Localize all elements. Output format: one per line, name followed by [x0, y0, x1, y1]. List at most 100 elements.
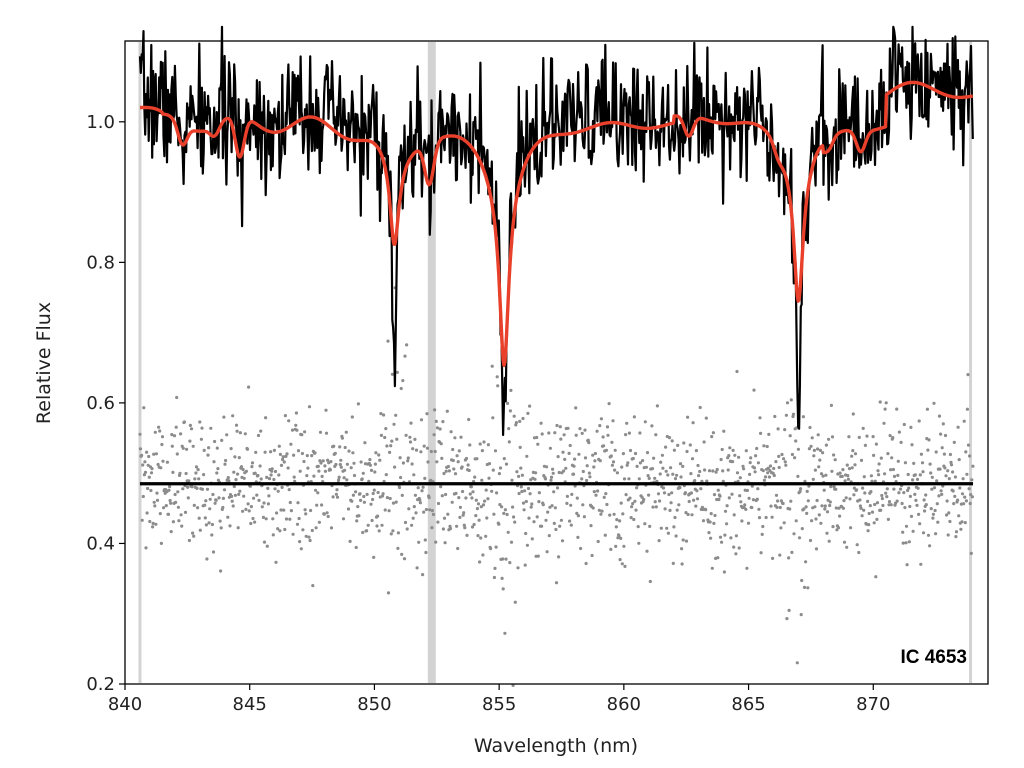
residual-point	[940, 446, 944, 450]
residual-point	[510, 478, 514, 482]
residual-point	[815, 498, 819, 503]
residual-point	[932, 401, 936, 405]
residual-point	[753, 470, 757, 474]
residual-point	[620, 562, 624, 566]
residual-point	[638, 431, 642, 435]
residual-point	[170, 444, 174, 448]
residual-point	[625, 421, 629, 425]
residual-point	[558, 524, 562, 528]
residual-point	[526, 486, 531, 491]
residual-point	[904, 524, 909, 528]
residual-point	[702, 440, 706, 444]
residual-point	[384, 427, 388, 431]
residual-point	[326, 514, 330, 519]
residual-point	[294, 411, 298, 415]
residual-point	[177, 519, 181, 523]
residual-point	[624, 433, 628, 437]
residual-point	[176, 490, 180, 494]
residual-point	[846, 474, 850, 478]
residual-point	[369, 468, 374, 472]
residual-point	[859, 458, 864, 462]
residual-point	[958, 486, 962, 490]
residual-point	[782, 521, 786, 525]
residual-point	[934, 532, 938, 536]
residual-point	[394, 413, 398, 417]
residual-point	[345, 462, 349, 466]
residual-point	[372, 555, 376, 560]
residual-point	[537, 491, 542, 495]
residual-point	[361, 471, 365, 475]
residual-point	[953, 475, 958, 479]
residual-point	[710, 435, 714, 439]
residual-point	[453, 436, 457, 440]
residual-point	[630, 505, 634, 509]
residual-point	[495, 375, 499, 379]
residual-point	[180, 524, 184, 528]
residual-point	[658, 472, 662, 476]
residual-point	[555, 486, 560, 490]
masked-regions	[138, 42, 973, 683]
residual-point	[319, 461, 323, 465]
residual-point	[944, 474, 948, 478]
residual-point	[841, 506, 846, 510]
residual-point	[733, 453, 737, 457]
residual-point	[419, 418, 424, 422]
residual-point	[961, 477, 965, 481]
residual-point	[823, 507, 827, 511]
residual-point	[666, 531, 671, 535]
residual-point	[925, 407, 930, 411]
residual-point	[305, 454, 309, 458]
residual-point	[946, 469, 950, 473]
residual-point	[387, 509, 391, 513]
residual-point	[235, 429, 239, 433]
residual-point	[718, 494, 722, 498]
residual-point	[857, 550, 861, 555]
residual-point	[494, 545, 498, 549]
residual-point	[654, 505, 658, 509]
residual-point	[619, 536, 623, 541]
residual-point	[785, 617, 789, 621]
residual-point	[304, 534, 308, 538]
residual-point	[810, 436, 814, 440]
residual-point	[523, 489, 527, 493]
residual-point	[861, 486, 865, 490]
residual-point	[618, 558, 622, 562]
residual-point	[400, 493, 404, 497]
residual-point	[204, 523, 208, 527]
residual-point	[148, 519, 152, 524]
residual-point	[373, 470, 377, 474]
residual-point	[812, 454, 816, 458]
residual-point	[173, 492, 177, 497]
residual-point	[643, 522, 647, 526]
residual-point	[159, 541, 163, 546]
residual-point	[912, 461, 916, 465]
residual-point	[755, 497, 759, 501]
residual-point	[932, 486, 937, 490]
residual-point	[551, 467, 555, 471]
residual-point	[340, 436, 344, 440]
residual-point	[239, 465, 244, 469]
residual-point	[672, 525, 676, 529]
residual-point	[549, 475, 554, 479]
residual-point	[339, 465, 343, 469]
model-fit-line	[139, 80, 974, 368]
residual-point	[259, 477, 263, 481]
residual-point	[940, 492, 944, 496]
residual-point	[596, 539, 600, 544]
residual-point	[302, 459, 306, 464]
residual-point	[571, 472, 576, 476]
residual-point	[354, 490, 358, 494]
residual-point	[862, 508, 866, 512]
residual-point	[307, 535, 311, 539]
residual-point	[634, 508, 638, 512]
residual-point	[505, 512, 509, 517]
residual-point	[307, 405, 312, 409]
residual-point	[210, 522, 214, 527]
residual-point	[695, 497, 700, 501]
residual-point	[314, 526, 318, 530]
residual-point	[454, 491, 458, 495]
residual-point	[806, 586, 810, 590]
residual-point	[855, 488, 859, 492]
residual-point	[913, 492, 917, 496]
residual-point	[320, 474, 324, 478]
